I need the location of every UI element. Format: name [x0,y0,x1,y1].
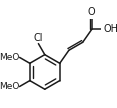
Text: MeO: MeO [0,53,19,62]
Text: Cl: Cl [34,33,43,43]
Text: OH: OH [103,24,117,34]
Text: MeO: MeO [0,82,19,91]
Text: O: O [88,7,96,17]
